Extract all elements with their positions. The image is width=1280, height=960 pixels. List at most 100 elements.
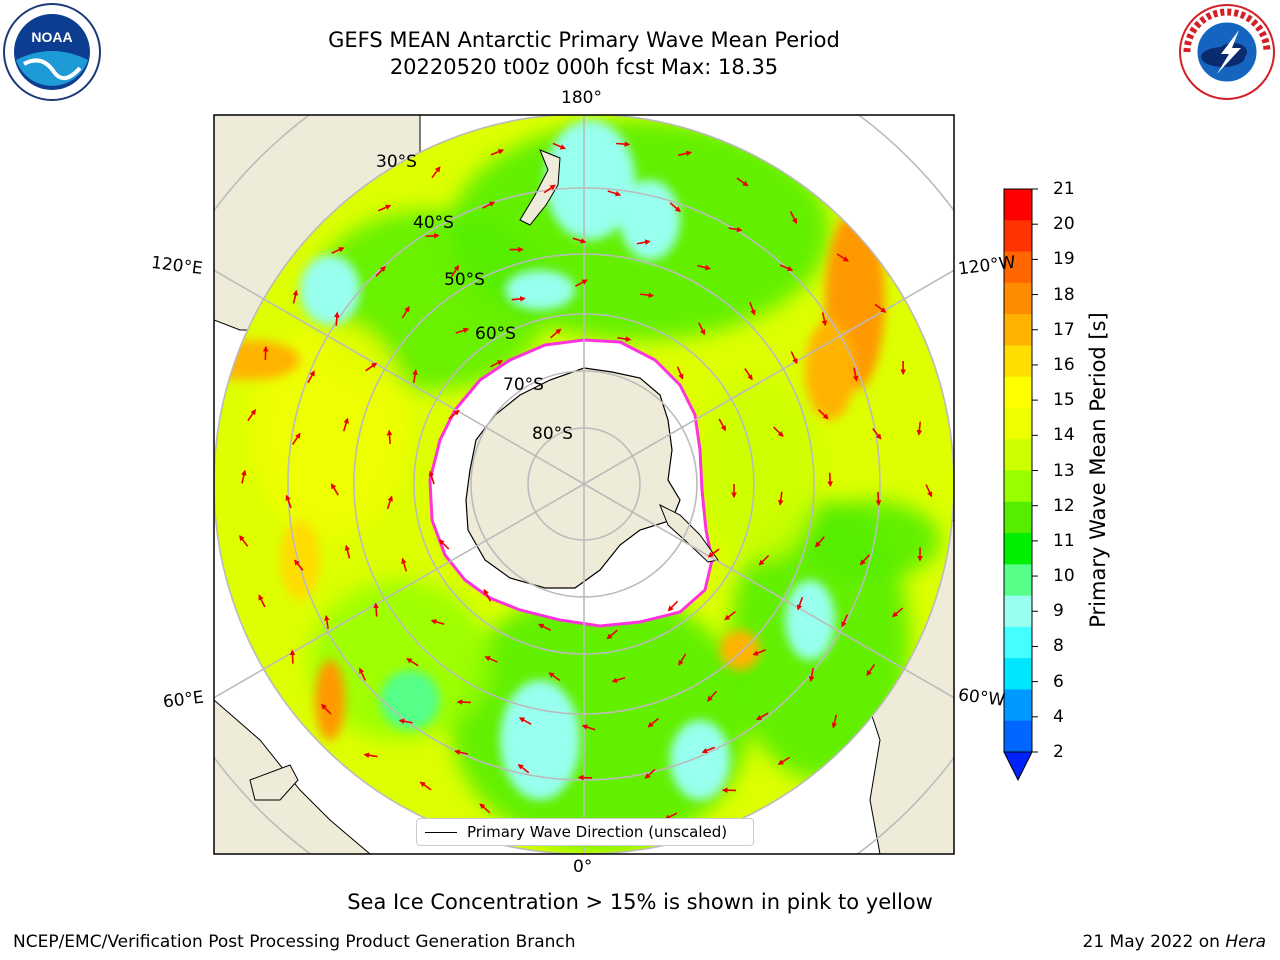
land-new-zealand xyxy=(519,149,561,226)
colorbar-tick-label: 15 xyxy=(1053,390,1075,411)
colorbar-extend-arrow xyxy=(1003,751,1033,782)
colorbar-segment xyxy=(1004,595,1032,628)
wave-direction-arrow xyxy=(448,409,460,420)
colorbar-segment xyxy=(1004,689,1032,722)
colorbar-label: Primary Wave Mean Period [s] xyxy=(1086,312,1110,628)
colorbar-tick-label: 20 xyxy=(1053,214,1075,235)
chart-title: GEFS MEAN Antarctic Primary Wave Mean Pe… xyxy=(328,28,840,52)
wave-direction-arrow xyxy=(752,649,766,656)
colorbar-segment xyxy=(1004,626,1032,659)
wave-direction-arrow xyxy=(777,491,784,506)
wave-direction-arrow xyxy=(575,279,588,287)
chart-subtitle: 20220520 t00z 000h fcst Max: 18.35 xyxy=(389,55,779,79)
land-africa xyxy=(214,699,371,854)
footer-date-text: 21 May 2022 on xyxy=(1082,932,1226,952)
wave-direction-arrow xyxy=(777,756,791,765)
colorbar-tick-label: 4 xyxy=(1053,706,1064,727)
wave-direction-arrow xyxy=(616,141,631,147)
wave-direction-arrow xyxy=(728,226,743,233)
wave-direction-arrow xyxy=(490,360,504,368)
wave-direction-arrow xyxy=(697,264,711,271)
legend-line-swatch xyxy=(425,831,457,833)
wave-direction-arrow xyxy=(425,232,440,239)
wave-direction-arrow xyxy=(239,535,249,547)
wave-direction-arrow xyxy=(455,327,470,334)
wave-direction-arrow xyxy=(511,296,526,302)
colorbar-segment xyxy=(1004,345,1032,378)
wave-direction-arrow xyxy=(334,311,340,326)
lat-label-80s: 80°S xyxy=(532,424,573,444)
wave-direction-arrow xyxy=(428,470,435,485)
wave-direction-arrow xyxy=(790,351,798,365)
wave-direction-arrow xyxy=(331,247,345,254)
wave-direction-arrow xyxy=(292,289,299,304)
wave-direction-arrow xyxy=(827,472,833,487)
wave-direction-arrow xyxy=(572,237,587,244)
wave-direction-arrow xyxy=(490,149,505,156)
footer-date: 21 May 2022 on Hera xyxy=(1083,932,1267,952)
wave-direction-arrow xyxy=(758,555,770,566)
wave-direction-arrow xyxy=(406,658,419,667)
wave-direction-arrow xyxy=(667,600,679,612)
wave-direction-arrow xyxy=(401,557,408,572)
wave-direction-arrow xyxy=(285,494,292,509)
lon-label-180: 180° xyxy=(561,88,602,108)
wave-direction-arrow xyxy=(517,763,530,774)
wave-direction-arrow xyxy=(815,536,825,548)
wave-direction-arrow xyxy=(611,676,626,683)
wave-direction-arrow xyxy=(636,239,651,245)
colorbar-segment xyxy=(1004,376,1032,409)
lat-label-50s: 50°S xyxy=(444,270,485,290)
colorbar-tick-label: 2 xyxy=(1053,742,1064,762)
wave-direction-arrow xyxy=(606,629,618,640)
wave-direction-arrow xyxy=(872,427,882,440)
wave-direction-arrow xyxy=(925,484,933,498)
wave-direction-arrow xyxy=(450,264,460,278)
wave-direction-arrow xyxy=(607,190,622,197)
colorbar-segment xyxy=(1004,251,1032,284)
colorbar-tick-label: 8 xyxy=(1053,636,1064,657)
wave-direction-arrow xyxy=(412,369,418,384)
colorbar-tick-label: 18 xyxy=(1053,284,1075,305)
wave-direction-arrow xyxy=(321,703,332,715)
wave-direction-arrow xyxy=(916,421,923,436)
colorbar-tick-label: 6 xyxy=(1053,671,1064,692)
wave-direction-arrow xyxy=(344,544,351,559)
land-antarctic-peninsula xyxy=(659,503,719,563)
wave-direction-arrow xyxy=(289,649,296,664)
svg-text:NOAA: NOAA xyxy=(31,29,72,45)
wave-direction-arrow xyxy=(640,292,655,298)
noaa-logo: NOAA xyxy=(3,3,101,101)
colorbar-segment xyxy=(1004,220,1032,253)
wave-direction-arrow xyxy=(292,432,301,445)
wave-direction-arrow xyxy=(538,623,551,631)
colorbar-tick-label: 19 xyxy=(1053,249,1075,270)
wave-direction-arrow xyxy=(454,749,469,755)
wave-direction-arrow xyxy=(375,266,386,277)
wave-direction-arrow xyxy=(796,596,804,611)
wave-direction-arrow xyxy=(518,717,532,725)
wave-direction-arrow xyxy=(365,362,378,372)
wave-direction-arrow xyxy=(677,150,692,157)
wave-period-field xyxy=(214,115,954,854)
wave-direction-arrow xyxy=(875,491,882,506)
wave-direction-arrow xyxy=(874,303,887,313)
wave-direction-arrow xyxy=(386,429,393,444)
lon-label-0: 0° xyxy=(573,857,593,877)
colorbar-tick-label: 10 xyxy=(1053,566,1075,587)
colorbar-tick-label: 12 xyxy=(1053,495,1075,516)
wave-direction-arrow xyxy=(744,368,753,381)
wave-direction-arrow xyxy=(484,656,498,663)
colorbar-tick-label: 13 xyxy=(1053,460,1075,481)
colorbar-segment xyxy=(1004,533,1032,565)
wave-direction-arrow xyxy=(698,322,706,336)
footer-branch: NCEP/EMC/Verification Post Processing Pr… xyxy=(13,932,576,952)
wave-direction-arrow xyxy=(401,306,410,319)
wave-direction-arrow xyxy=(543,184,556,194)
wave-direction-arrow xyxy=(841,614,849,628)
wave-direction-arrow xyxy=(617,336,632,342)
wave-direction-arrow xyxy=(808,667,815,682)
wave-direction-arrow xyxy=(852,367,859,382)
wave-direction-arrow xyxy=(866,664,876,677)
